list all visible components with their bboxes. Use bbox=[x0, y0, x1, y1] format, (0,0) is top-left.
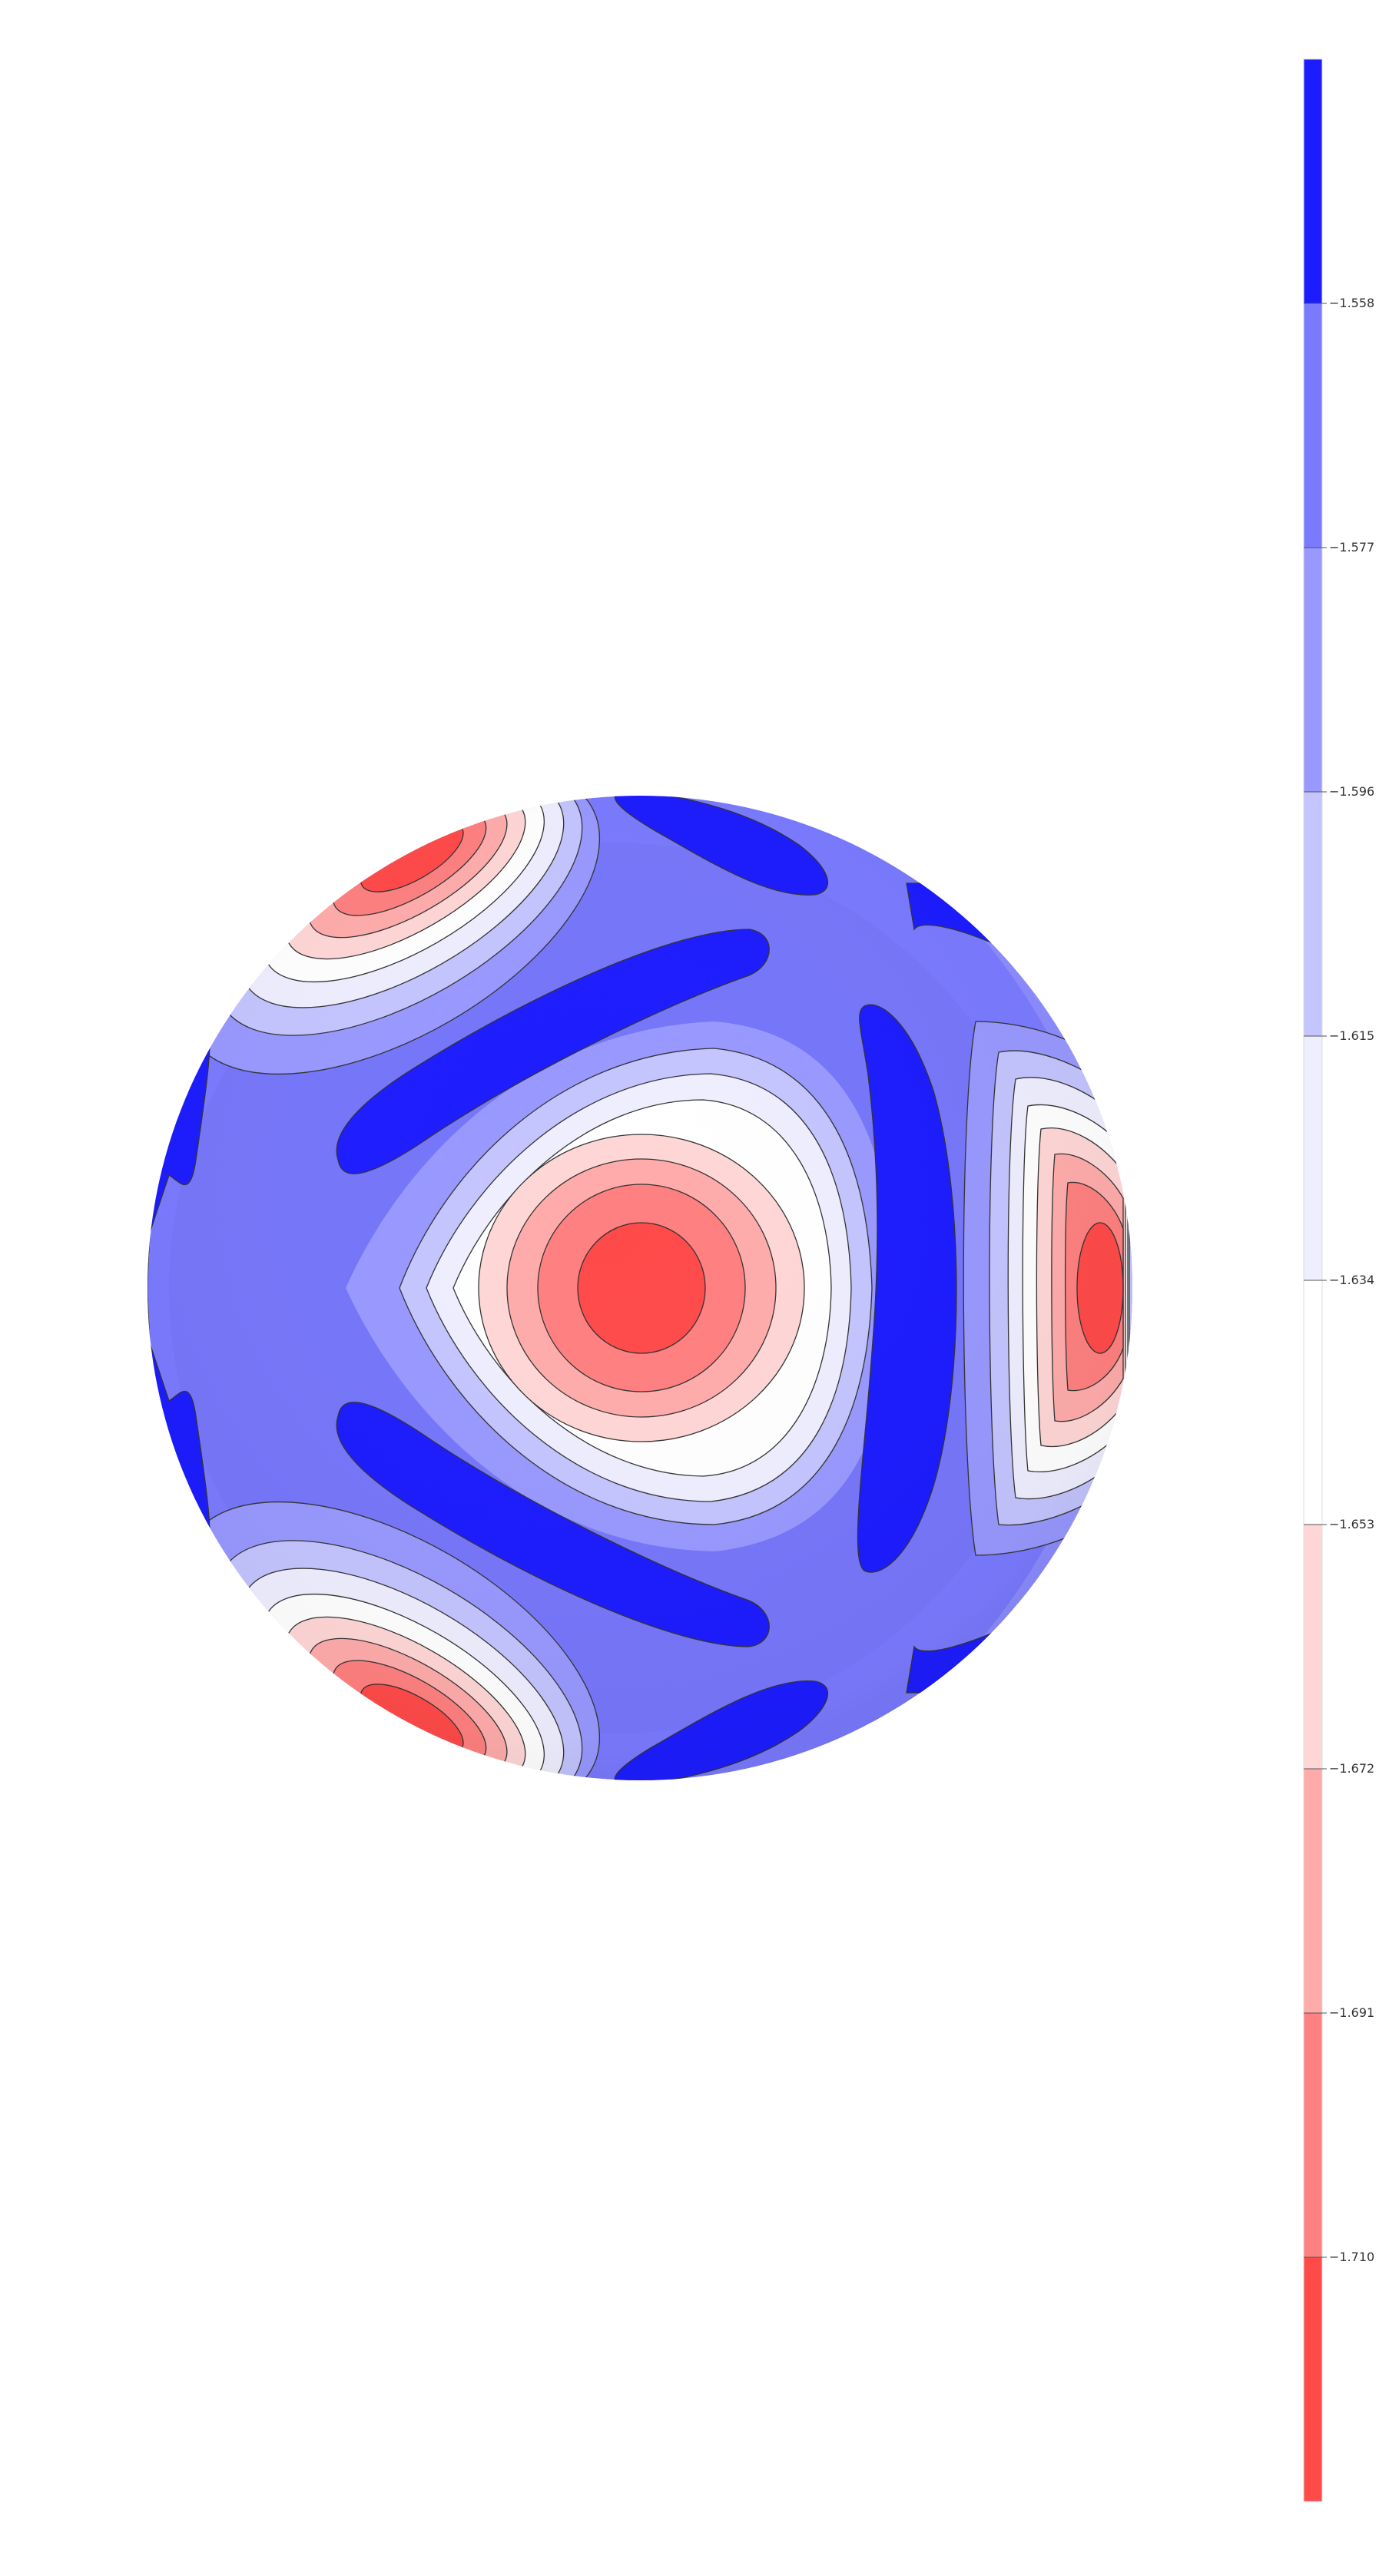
colorbar-band bbox=[1304, 1280, 1322, 1525]
colorbar-band bbox=[1304, 1769, 1322, 2013]
colorbar-tick-label: −1.672 bbox=[1329, 1761, 1374, 1776]
colorbar-tick-label: −1.710 bbox=[1329, 2250, 1374, 2264]
colorbar-tick-label: −1.691 bbox=[1329, 2005, 1374, 2020]
colorbar-tick-label: −1.653 bbox=[1329, 1517, 1374, 1531]
sphere-contour-plot bbox=[148, 796, 1132, 1780]
colorbar-band bbox=[1304, 59, 1322, 303]
colorbar-band bbox=[1304, 1525, 1322, 1769]
colorbar-tick-label: −1.596 bbox=[1329, 784, 1374, 799]
colorbar-band bbox=[1304, 2257, 1322, 2502]
colorbar-band bbox=[1304, 1036, 1322, 1280]
colorbar-tick-label: −1.615 bbox=[1329, 1028, 1374, 1043]
colorbar-tick-label: −1.558 bbox=[1329, 296, 1374, 310]
colorbar-band bbox=[1304, 2013, 1322, 2257]
colorbar-band bbox=[1304, 303, 1322, 548]
colorbar-band bbox=[1304, 548, 1322, 792]
colorbar-tick-label: −1.634 bbox=[1329, 1273, 1374, 1287]
colorbar-tick-label: −1.577 bbox=[1329, 540, 1374, 555]
colorbar: −1.558 −1.577 −1.596 −1.615 −1.634 −1.653 −1.6… bbox=[1303, 58, 1374, 2502]
colorbar-band bbox=[1304, 792, 1322, 1036]
